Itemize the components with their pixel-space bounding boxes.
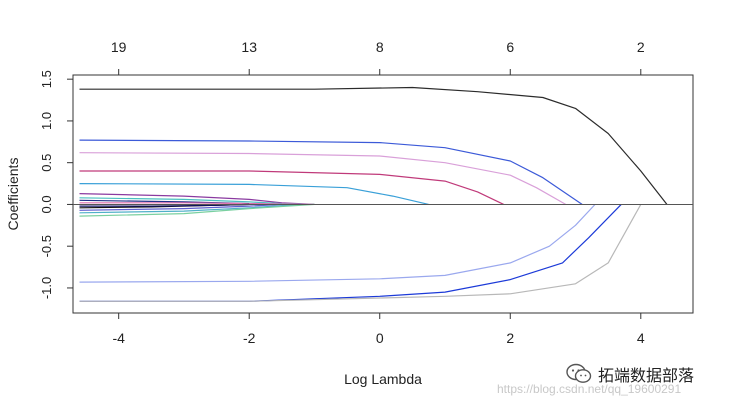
series-layer <box>79 86 668 302</box>
axes-layer: -4 -2 0 2 4 19 13 8 6 2 -1.0 -0.5 0.0 0.5 1.0 1.5 <box>39 39 693 346</box>
top-tick-label: 8 <box>376 39 384 55</box>
coefficient-path-15 <box>79 203 596 283</box>
plot-area-frame <box>72 74 694 314</box>
y-tick-label: 1.0 <box>39 112 54 130</box>
top-tick-label: 19 <box>111 39 127 55</box>
coefficient-path-4 <box>79 170 504 205</box>
y-tick-label: -0.5 <box>39 235 54 257</box>
x-tick-label: -2 <box>243 330 256 346</box>
coefficient-path-3 <box>79 152 566 205</box>
wechat-icon <box>566 363 592 383</box>
coefficient-path-14 <box>79 203 315 217</box>
watermark-brand-text: 拓端数据部落 <box>598 366 695 385</box>
top-tick-label: 6 <box>506 39 514 55</box>
x-tick-label: 2 <box>506 330 514 346</box>
x-axis-label: Log Lambda <box>344 371 422 387</box>
coefficient-path-17 <box>79 204 642 302</box>
y-tick-label: 0.5 <box>39 154 54 172</box>
x-tick-label: -4 <box>112 330 125 346</box>
coefficient-path-13 <box>79 203 302 214</box>
coefficient-path-12 <box>79 203 282 211</box>
coefficient-path-16 <box>79 203 622 302</box>
y-tick-label: 0.0 <box>39 195 54 213</box>
x-tick-label: 4 <box>637 330 645 346</box>
top-tick-label: 13 <box>241 39 257 55</box>
x-tick-label: 0 <box>376 330 384 346</box>
coefficient-path-2 <box>79 139 583 205</box>
watermark-brand: 拓端数据部落 <box>566 362 694 386</box>
y-axis-label: Coefficients <box>5 158 21 231</box>
top-tick-label: 2 <box>637 39 645 55</box>
coefficient-path-1 <box>79 86 668 205</box>
coefficient-path-5 <box>79 183 429 205</box>
y-tick-label: -1.0 <box>39 277 54 299</box>
y-tick-label: 1.5 <box>39 70 54 88</box>
watermark-url: https://blog.csdn.net/qq_19600291 <box>497 382 682 396</box>
